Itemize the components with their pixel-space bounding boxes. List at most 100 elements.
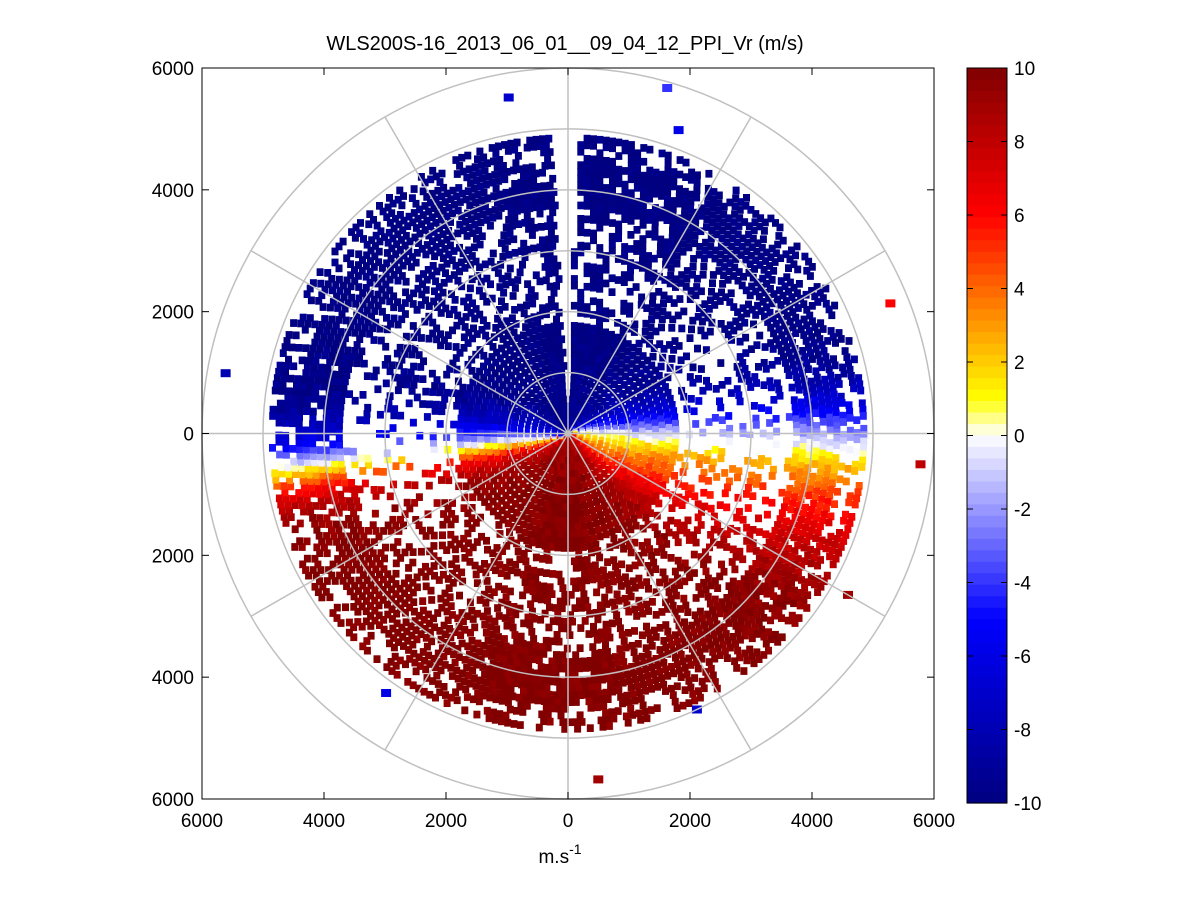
velocity-cell <box>708 318 716 327</box>
velocity-cell <box>851 460 859 469</box>
velocity-cell <box>823 470 831 479</box>
velocity-cell <box>439 531 446 540</box>
velocity-cell <box>752 311 760 319</box>
velocity-cell <box>509 514 516 522</box>
velocity-cell <box>530 348 538 357</box>
velocity-cell <box>515 407 522 416</box>
velocity-cell <box>395 266 403 274</box>
velocity-cell <box>454 614 462 623</box>
velocity-cell <box>800 300 808 308</box>
velocity-cell <box>765 564 773 573</box>
velocity-cell <box>811 580 818 589</box>
velocity-cell <box>470 207 477 215</box>
velocity-cell <box>692 635 700 643</box>
velocity-cell <box>633 204 641 213</box>
velocity-cell <box>551 302 559 311</box>
velocity-cell <box>329 609 337 617</box>
velocity-cell <box>666 463 674 472</box>
velocity-cell <box>779 602 787 610</box>
velocity-cell <box>657 447 665 455</box>
velocity-cell <box>658 652 666 661</box>
velocity-cell <box>646 678 654 687</box>
velocity-cell <box>346 359 354 367</box>
velocity-cell <box>619 678 627 687</box>
velocity-cell <box>452 688 460 697</box>
velocity-cell <box>638 631 646 640</box>
velocity-cell <box>799 436 807 445</box>
velocity-cell <box>820 347 828 355</box>
velocity-cell <box>763 279 771 288</box>
velocity-cell <box>520 205 528 214</box>
velocity-cell <box>484 441 492 450</box>
velocity-cell <box>637 695 645 703</box>
velocity-cell <box>664 627 672 636</box>
velocity-cell <box>393 619 401 628</box>
velocity-cell <box>434 210 442 218</box>
velocity-cell <box>569 617 576 626</box>
velocity-cell <box>712 246 720 255</box>
velocity-cell <box>403 380 411 389</box>
velocity-cell <box>469 695 477 704</box>
velocity-cell <box>787 591 795 600</box>
velocity-cell <box>464 612 472 620</box>
velocity-cell <box>789 499 797 508</box>
velocity-cell <box>576 644 584 652</box>
velocity-cell <box>561 658 569 666</box>
velocity-cell <box>676 185 683 193</box>
velocity-cell <box>615 172 623 181</box>
velocity-cell <box>427 222 434 231</box>
velocity-cell <box>827 532 835 541</box>
velocity-cell <box>319 471 327 480</box>
velocity-cell <box>652 492 660 500</box>
velocity-cell <box>544 155 552 163</box>
velocity-cell <box>732 186 740 195</box>
velocity-cell <box>827 512 835 521</box>
velocity-cell <box>762 557 770 565</box>
velocity-cell <box>493 544 501 552</box>
velocity-cell <box>630 464 638 473</box>
velocity-cell <box>295 438 303 447</box>
velocity-cell <box>418 220 426 229</box>
velocity-cell <box>589 462 595 471</box>
velocity-cell <box>381 361 389 369</box>
velocity-cell <box>454 276 462 285</box>
velocity-cell <box>589 331 597 340</box>
velocity-cell <box>386 367 394 376</box>
velocity-cell <box>687 205 694 214</box>
velocity-cell <box>418 290 426 299</box>
velocity-cell <box>438 169 446 178</box>
velocity-cell <box>437 445 445 454</box>
velocity-cell <box>596 183 604 191</box>
velocity-cell <box>443 388 451 397</box>
velocity-cell <box>479 471 487 479</box>
velocity-cell <box>559 402 565 411</box>
velocity-cell <box>772 599 780 608</box>
velocity-cell <box>586 677 594 685</box>
velocity-cell <box>359 289 367 297</box>
velocity-cell <box>500 196 508 205</box>
velocity-cell <box>785 558 793 567</box>
velocity-cell <box>779 291 787 300</box>
velocity-cell <box>423 642 431 651</box>
velocity-cell <box>767 339 775 347</box>
velocity-cell <box>541 263 549 271</box>
velocity-cell <box>586 609 594 618</box>
velocity-cell <box>654 303 662 312</box>
velocity-cell <box>590 534 598 542</box>
velocity-cell <box>735 507 743 516</box>
velocity-cell <box>376 570 383 579</box>
velocity-cell <box>753 278 761 287</box>
velocity-cell <box>532 203 540 212</box>
velocity-cell <box>440 621 448 630</box>
velocity-cell <box>501 404 509 413</box>
velocity-cell <box>658 440 666 449</box>
velocity-cell <box>583 357 591 366</box>
velocity-cell <box>809 472 817 481</box>
velocity-cell <box>507 505 515 513</box>
velocity-cell <box>559 517 567 525</box>
velocity-cell <box>548 481 555 489</box>
velocity-cell <box>658 170 666 179</box>
velocity-cell <box>419 648 427 656</box>
velocity-cell <box>581 570 589 578</box>
velocity-cell <box>409 322 417 330</box>
